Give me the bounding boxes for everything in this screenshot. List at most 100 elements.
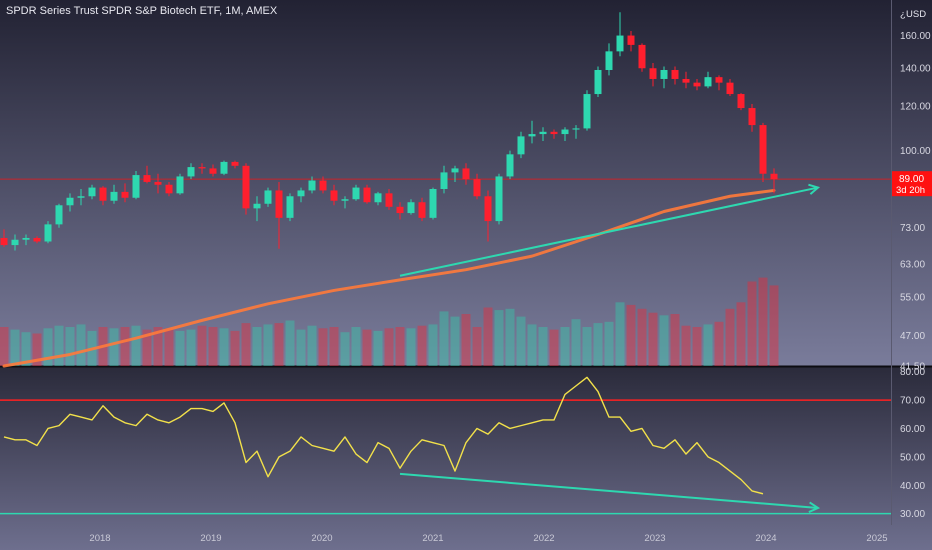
volume-bar xyxy=(747,281,757,366)
candle xyxy=(264,187,272,207)
volume-bar xyxy=(725,308,735,366)
price-tick-label: 63.00 xyxy=(900,259,925,270)
candle-body xyxy=(440,172,448,190)
countdown-label: 3d 20h xyxy=(896,185,925,196)
candle-body xyxy=(484,196,492,222)
volume-bar xyxy=(362,329,372,366)
candle-body xyxy=(649,68,657,79)
last-price-label: 89.00 xyxy=(899,174,924,185)
candle xyxy=(308,176,316,194)
volume-bar xyxy=(131,325,141,366)
candle xyxy=(539,127,547,142)
candle-body xyxy=(187,167,195,177)
price-tick-label: 120.00 xyxy=(900,101,931,112)
currency-selector-icon[interactable]: ¿ xyxy=(900,9,906,20)
candle xyxy=(594,66,602,97)
candle xyxy=(671,66,679,85)
candle-body xyxy=(583,94,591,129)
candle-body xyxy=(385,193,393,207)
candle xyxy=(209,164,217,177)
volume-bar xyxy=(43,328,53,366)
rsi-pane-background xyxy=(0,366,932,550)
candle-body xyxy=(363,187,371,203)
volume-bar xyxy=(472,327,482,366)
candle-body xyxy=(759,125,767,174)
candlestick-series xyxy=(0,12,778,251)
candle-body xyxy=(176,176,184,194)
volume-bar xyxy=(417,325,427,366)
candle-body xyxy=(231,161,239,166)
candle-body xyxy=(0,237,8,246)
candle xyxy=(330,184,338,206)
symbol-title[interactable]: SPDR Series Trust SPDR S&P Biotech ETF, … xyxy=(6,5,278,17)
candle xyxy=(693,78,701,91)
volume-bar xyxy=(109,328,119,366)
candle xyxy=(429,187,437,220)
volume-bar xyxy=(120,327,130,366)
candle xyxy=(99,186,107,206)
trend-arrows xyxy=(399,183,821,513)
candle xyxy=(550,129,558,139)
candle xyxy=(440,165,448,194)
volume-bar xyxy=(439,311,449,366)
volume-bar xyxy=(659,315,669,366)
candle-body xyxy=(462,168,470,180)
candle xyxy=(418,197,426,222)
volume-bar xyxy=(54,325,64,366)
currency-label-text[interactable]: USD xyxy=(906,9,926,20)
candle-body xyxy=(473,179,481,197)
volume-bar xyxy=(494,310,504,366)
candle xyxy=(176,173,184,195)
currency-label[interactable]: ¿ USD xyxy=(900,9,926,20)
rsi-tick-label: 30.00 xyxy=(900,509,925,520)
candle xyxy=(110,184,118,204)
candle xyxy=(726,78,734,96)
volume-bar xyxy=(758,277,768,366)
candle xyxy=(363,184,371,204)
candle xyxy=(286,193,294,222)
candle-body xyxy=(418,202,426,218)
rsi-line xyxy=(3,376,764,495)
candle xyxy=(253,196,261,222)
volume-bar xyxy=(549,329,559,366)
axis-labels: 160.00 140.00 120.00 100.00 73.00 63.00 55.00 4… xyxy=(89,31,932,544)
rsi-tick-label: 40.00 xyxy=(900,481,925,492)
candle xyxy=(396,202,404,220)
volume-bar xyxy=(274,323,284,366)
volume-bar xyxy=(527,324,537,366)
volume-bar xyxy=(593,323,603,366)
candle xyxy=(473,173,481,200)
volume-bar xyxy=(318,328,328,366)
last-price-badge xyxy=(892,171,932,197)
volume-bar xyxy=(219,328,229,366)
candle-body xyxy=(275,190,283,218)
moving-average-line xyxy=(2,188,776,368)
volume-bar xyxy=(736,302,746,366)
candle xyxy=(121,183,129,203)
price-tick-label: 73.00 xyxy=(900,223,925,234)
rsi-trend-arrow-head xyxy=(808,501,821,513)
candle xyxy=(275,181,283,249)
candle-body xyxy=(143,175,151,182)
price-tick-label: 55.00 xyxy=(900,293,925,304)
volume-bar xyxy=(670,314,680,366)
volume-bar xyxy=(582,327,592,366)
candle-body xyxy=(242,165,250,209)
candle xyxy=(154,173,162,194)
volume-histogram xyxy=(0,277,779,366)
candle-body xyxy=(165,184,173,194)
volume-bar xyxy=(351,327,361,366)
candle-body xyxy=(704,77,712,87)
candle-body xyxy=(330,190,338,201)
volume-bar xyxy=(637,308,647,366)
volume-bar xyxy=(769,285,779,366)
volume-bar xyxy=(340,332,350,366)
candle xyxy=(220,160,228,176)
price-tick-label: 160.00 xyxy=(900,31,931,42)
rsi-tick-label: 60.00 xyxy=(900,424,925,435)
volume-bar xyxy=(296,329,306,366)
candle-body xyxy=(770,173,778,180)
candle-body xyxy=(253,203,261,209)
volume-bar xyxy=(10,329,20,366)
